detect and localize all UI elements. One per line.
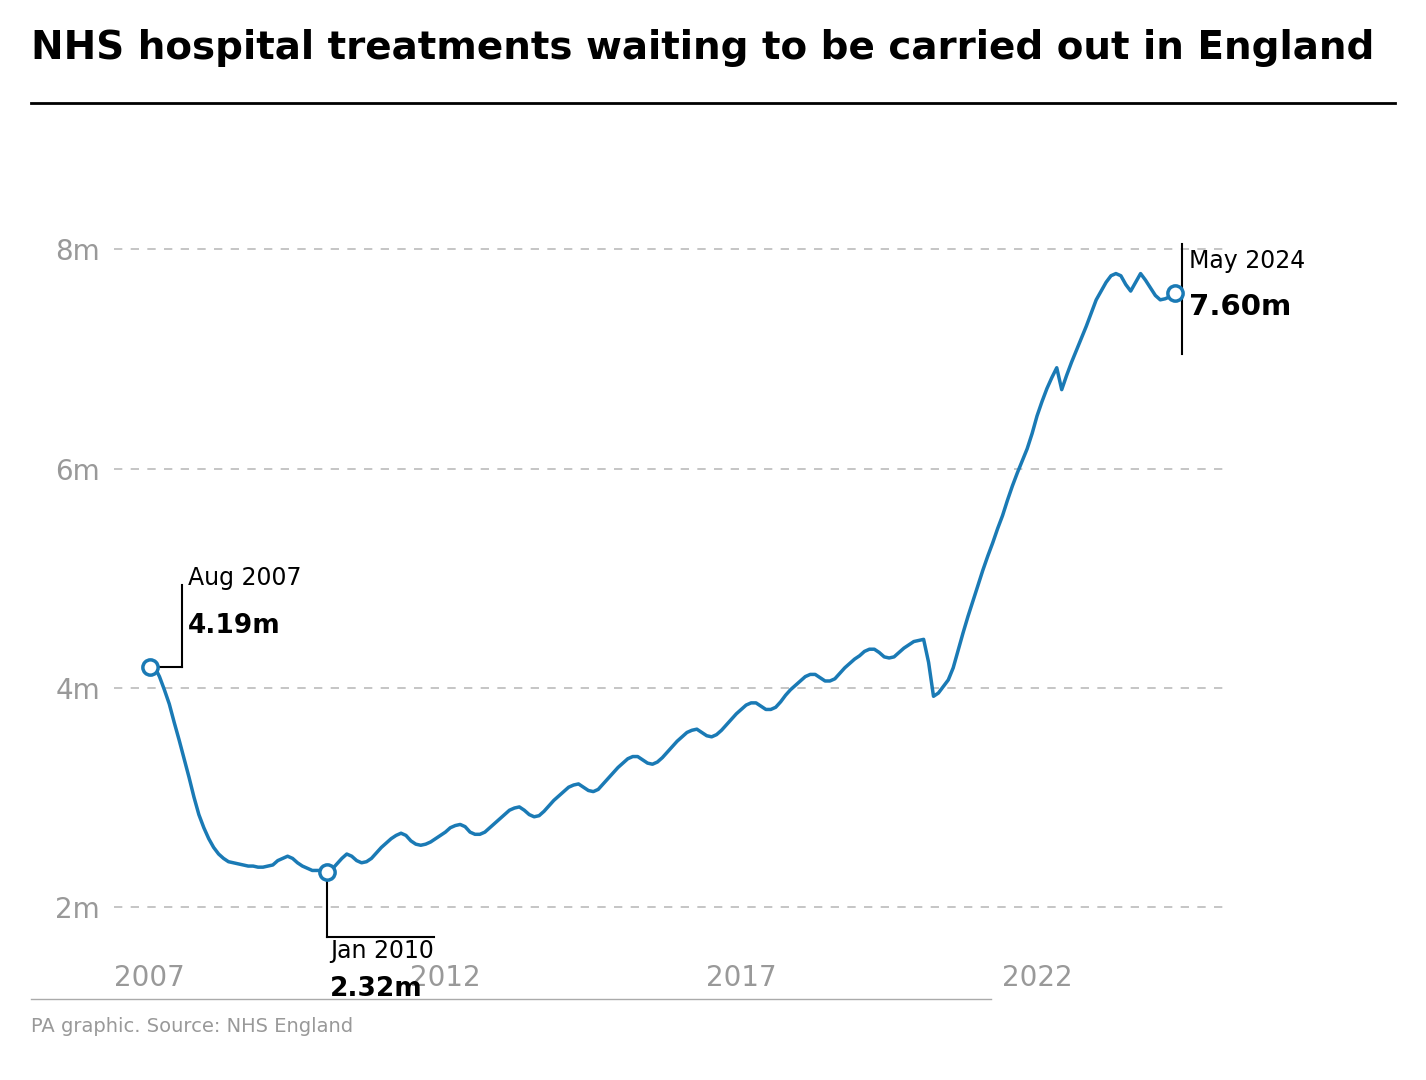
Text: PA graphic. Source: NHS England: PA graphic. Source: NHS England [31,1017,354,1037]
Text: 7.60m: 7.60m [1189,294,1292,321]
Text: 2.32m: 2.32m [329,975,422,1001]
Text: NHS hospital treatments waiting to be carried out in England: NHS hospital treatments waiting to be ca… [31,29,1375,67]
Text: 4.19m: 4.19m [188,613,281,639]
Text: Jan 2010: Jan 2010 [329,940,434,963]
Text: May 2024: May 2024 [1189,249,1306,273]
Text: Aug 2007: Aug 2007 [188,566,301,590]
